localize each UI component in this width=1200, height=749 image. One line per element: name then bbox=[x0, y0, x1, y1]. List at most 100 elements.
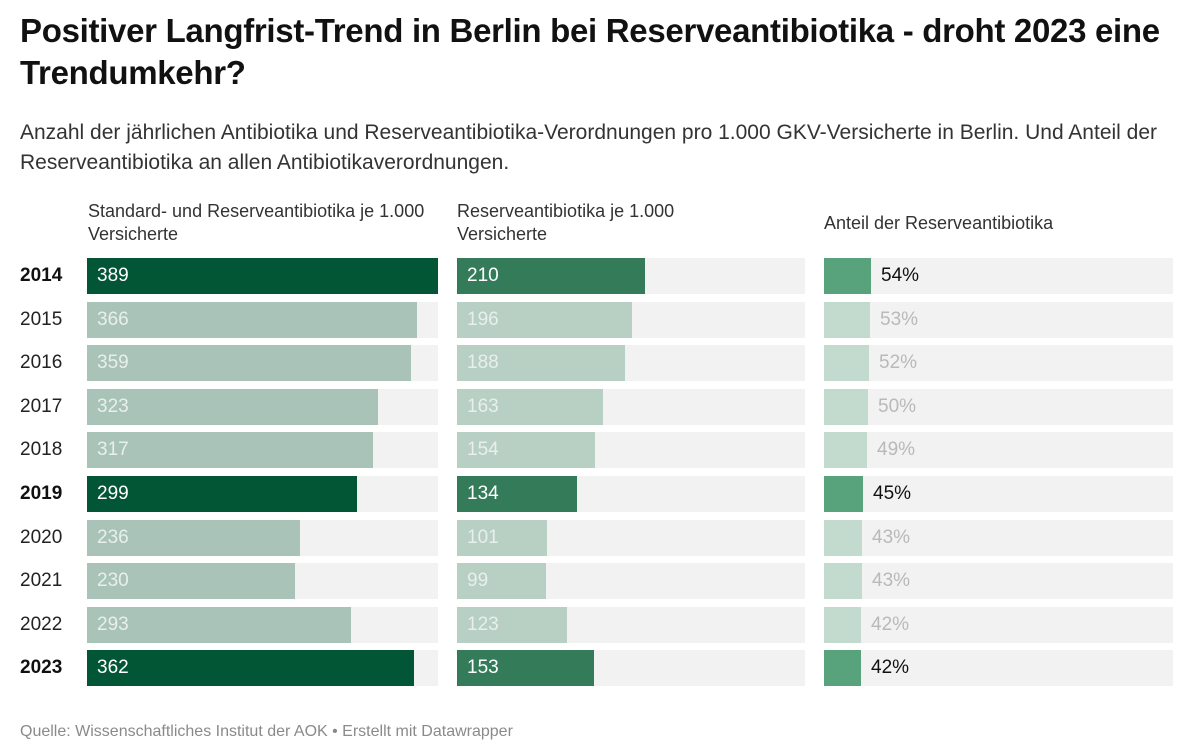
bar-track: 323 bbox=[87, 388, 438, 425]
value-label: 163 bbox=[467, 395, 499, 417]
value-label: 153 bbox=[467, 657, 499, 679]
bar-track: 188 bbox=[457, 345, 805, 382]
bar-track: 101 bbox=[457, 519, 805, 556]
value-label: 101 bbox=[467, 526, 499, 548]
bar bbox=[824, 345, 869, 382]
row-2020: 2020 236 101 43% bbox=[0, 519, 1200, 556]
value-label: 389 bbox=[97, 265, 129, 286]
bar bbox=[87, 563, 295, 600]
value-label: 134 bbox=[467, 483, 499, 504]
bar-track: 389 bbox=[87, 258, 438, 294]
column-header-total: Standard- und Reserveantibiotika je 1.00… bbox=[88, 201, 425, 244]
year-label: 2018 bbox=[20, 439, 63, 461]
bar-track: 153 bbox=[457, 650, 805, 687]
bar bbox=[457, 258, 645, 294]
value-label: 42% bbox=[871, 613, 910, 635]
bar bbox=[87, 432, 373, 469]
bar bbox=[457, 563, 546, 600]
bar-track: 366 bbox=[87, 301, 438, 338]
year-label: 2019 bbox=[20, 483, 63, 504]
bar-track: 53% bbox=[824, 301, 1173, 338]
value-label: 236 bbox=[97, 526, 129, 548]
bar-track: 154 bbox=[457, 432, 805, 469]
column-header-reserve: Reserveantibiotika je 1.000 Versicherte bbox=[457, 201, 675, 244]
bar-track: 362 bbox=[87, 650, 438, 687]
bar-track: 236 bbox=[87, 519, 438, 556]
value-label: 53% bbox=[880, 308, 919, 330]
row-2023: 2023 362 153 42% bbox=[0, 650, 1200, 687]
value-label: 99 bbox=[467, 570, 489, 592]
chart-title: Positiver Langfrist-Trend in Berlin bei … bbox=[20, 12, 1160, 91]
chart-subtitle: Anzahl der jährlichen Antibiotika und Re… bbox=[20, 121, 1158, 174]
value-label: 317 bbox=[97, 439, 129, 461]
bar-track: 163 bbox=[457, 388, 805, 425]
row-2018: 2018 317 154 49% bbox=[0, 432, 1200, 469]
bar-track: 45% bbox=[824, 476, 1173, 512]
value-label: 154 bbox=[467, 439, 499, 461]
bar bbox=[87, 606, 351, 643]
value-label: 49% bbox=[877, 439, 916, 461]
row-2019: 2019 299 134 45% bbox=[0, 476, 1200, 512]
value-label: 52% bbox=[879, 352, 918, 374]
bar bbox=[824, 563, 862, 600]
year-label: 2014 bbox=[20, 265, 63, 286]
year-label: 2022 bbox=[20, 613, 63, 635]
bar bbox=[824, 432, 867, 469]
value-label: 299 bbox=[97, 483, 129, 504]
column-header-share: Anteil der Reserveantibiotika bbox=[824, 213, 1054, 233]
bar-track: 43% bbox=[824, 519, 1173, 556]
bar bbox=[824, 650, 861, 687]
value-label: 293 bbox=[97, 613, 129, 635]
year-label: 2016 bbox=[20, 352, 63, 374]
bar-track: 42% bbox=[824, 650, 1173, 687]
year-label: 2023 bbox=[20, 657, 63, 679]
bar-track: 52% bbox=[824, 345, 1173, 382]
bar-track: 317 bbox=[87, 432, 438, 469]
year-label: 2017 bbox=[20, 395, 63, 417]
bar bbox=[457, 388, 603, 425]
bar bbox=[824, 258, 871, 294]
row-2016: 2016 359 188 52% bbox=[0, 345, 1200, 382]
bar bbox=[457, 476, 577, 512]
bar bbox=[457, 301, 632, 338]
bar-track: 210 bbox=[457, 258, 805, 294]
bar-track: 43% bbox=[824, 563, 1173, 600]
bar bbox=[87, 476, 357, 512]
bar bbox=[457, 519, 547, 556]
bar-track: 196 bbox=[457, 301, 805, 338]
bar bbox=[457, 345, 625, 382]
bar bbox=[457, 606, 567, 643]
bar-track: 99 bbox=[457, 563, 805, 600]
row-2015: 2015 366 196 53% bbox=[0, 301, 1200, 338]
bar-track: 230 bbox=[87, 563, 438, 600]
bar-track: 50% bbox=[824, 388, 1173, 425]
value-label: 359 bbox=[97, 352, 129, 374]
value-label: 54% bbox=[881, 265, 920, 286]
bar-track: 134 bbox=[457, 476, 805, 512]
value-label: 210 bbox=[467, 265, 499, 286]
bar bbox=[87, 258, 438, 294]
bar bbox=[457, 432, 595, 469]
bar bbox=[824, 606, 861, 643]
source-note: Quelle: Wissenschaftliches Institut der … bbox=[20, 723, 513, 740]
bar-track: 293 bbox=[87, 606, 438, 643]
value-label: 43% bbox=[872, 526, 911, 548]
bar-track: 54% bbox=[824, 258, 1173, 294]
value-label: 230 bbox=[97, 570, 129, 592]
bar-track: 49% bbox=[824, 432, 1173, 469]
value-label: 323 bbox=[97, 395, 129, 417]
bar-track: 42% bbox=[824, 606, 1173, 643]
value-label: 43% bbox=[872, 570, 911, 592]
year-label: 2015 bbox=[20, 308, 63, 330]
row-2022: 2022 293 123 42% bbox=[0, 606, 1200, 643]
value-label: 45% bbox=[873, 483, 912, 504]
value-label: 196 bbox=[467, 308, 499, 330]
bar bbox=[824, 519, 862, 556]
row-2021: 2021 230 99 43% bbox=[0, 563, 1200, 600]
row-2017: 2017 323 163 50% bbox=[0, 388, 1200, 425]
bar bbox=[87, 345, 411, 382]
year-label: 2020 bbox=[20, 526, 63, 548]
bar bbox=[824, 476, 863, 512]
bar bbox=[87, 519, 300, 556]
bar bbox=[457, 650, 594, 687]
